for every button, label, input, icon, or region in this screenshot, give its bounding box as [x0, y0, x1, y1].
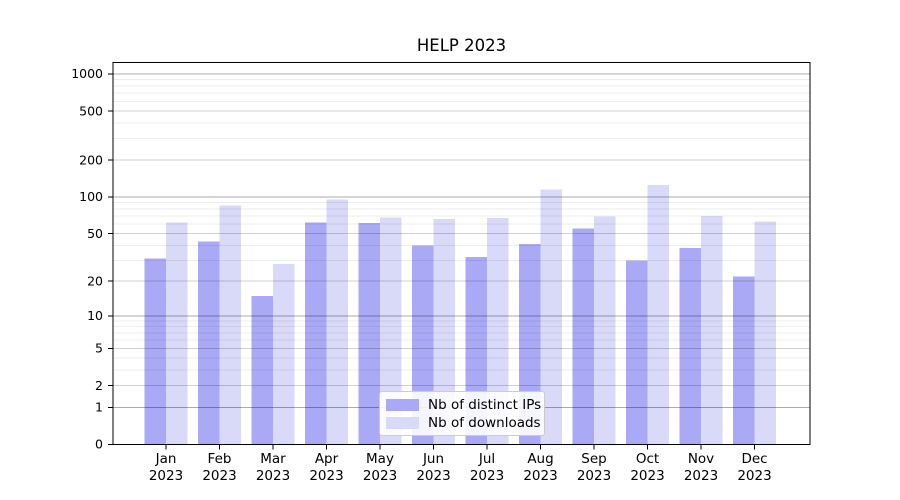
y-tick-label-10: 10 — [87, 308, 103, 323]
x-tick-label-aug-2023: Aug 2023 — [523, 451, 557, 484]
bar-nb-of-downloads-sep-2023 — [594, 216, 616, 445]
bar-nb-of-distinct-ips-jan-2023 — [144, 258, 166, 445]
bar-nb-of-downloads-aug-2023 — [540, 189, 562, 445]
x-tick-label-jan-2023: Jan 2023 — [149, 451, 183, 484]
chart-title: HELP 2023 — [416, 36, 507, 55]
legend-label-distinct-ips: Nb of distinct IPs — [428, 397, 542, 413]
y-tick-label-0: 0 — [95, 437, 103, 452]
legend-item-distinct-ips: Nb of distinct IPs — [386, 397, 541, 413]
bar-nb-of-downloads-feb-2023 — [219, 205, 241, 445]
x-tick-label-nov-2023: Nov 2023 — [684, 451, 718, 484]
bar-nb-of-distinct-ips-feb-2023 — [198, 241, 220, 445]
y-tick-label-20: 20 — [87, 273, 103, 288]
legend: Nb of distinct IPs Nb of downloads — [379, 391, 545, 436]
y-tick-label-2: 2 — [95, 378, 103, 393]
bar-nb-of-downloads-may-2023 — [380, 217, 402, 445]
y-tick-label-1000: 1000 — [71, 66, 103, 81]
bar-nb-of-distinct-ips-sep-2023 — [572, 228, 594, 445]
bar-nb-of-distinct-ips-mar-2023 — [251, 295, 273, 445]
x-tick-label-oct-2023: Oct 2023 — [630, 451, 664, 484]
bar-nb-of-downloads-nov-2023 — [701, 215, 723, 445]
x-tick-label-jun-2023: Jun 2023 — [416, 451, 450, 484]
bar-nb-of-distinct-ips-dec-2023 — [733, 276, 755, 445]
bar-nb-of-downloads-jul-2023 — [487, 218, 509, 445]
x-tick-label-dec-2023: Dec 2023 — [737, 451, 771, 484]
legend-label-downloads: Nb of downloads — [428, 415, 541, 431]
legend-item-downloads: Nb of downloads — [386, 415, 541, 431]
bar-nb-of-distinct-ips-oct-2023 — [626, 260, 648, 445]
x-tick-label-apr-2023: Apr 2023 — [309, 451, 343, 484]
bar-nb-of-distinct-ips-may-2023 — [358, 223, 380, 445]
bar-nb-of-distinct-ips-apr-2023 — [305, 222, 327, 445]
bar-nb-of-downloads-mar-2023 — [273, 263, 295, 445]
x-tick-label-sep-2023: Sep 2023 — [577, 451, 611, 484]
x-tick-label-mar-2023: Mar 2023 — [256, 451, 290, 484]
y-tick-label-50: 50 — [87, 226, 103, 241]
x-tick-label-feb-2023: Feb 2023 — [202, 451, 236, 484]
legend-swatch-distinct-ips — [386, 399, 419, 411]
legend-swatch-downloads — [386, 417, 419, 429]
y-tick-label-100: 100 — [79, 189, 103, 204]
bar-nb-of-downloads-dec-2023 — [754, 221, 776, 445]
y-tick-label-200: 200 — [79, 152, 103, 167]
y-tick-label-1: 1 — [95, 400, 103, 415]
bar-nb-of-downloads-jan-2023 — [166, 222, 188, 445]
x-tick-label-may-2023: May 2023 — [363, 451, 397, 484]
bar-nb-of-distinct-ips-nov-2023 — [679, 248, 701, 445]
bar-nb-of-downloads-oct-2023 — [647, 185, 669, 445]
y-tick-label-500: 500 — [79, 103, 103, 118]
x-tick-label-jul-2023: Jul 2023 — [470, 451, 504, 484]
y-tick-label-5: 5 — [95, 341, 103, 356]
bar-nb-of-downloads-apr-2023 — [326, 199, 348, 445]
bar-nb-of-downloads-jun-2023 — [433, 219, 455, 445]
plot-border — [112, 62, 811, 445]
